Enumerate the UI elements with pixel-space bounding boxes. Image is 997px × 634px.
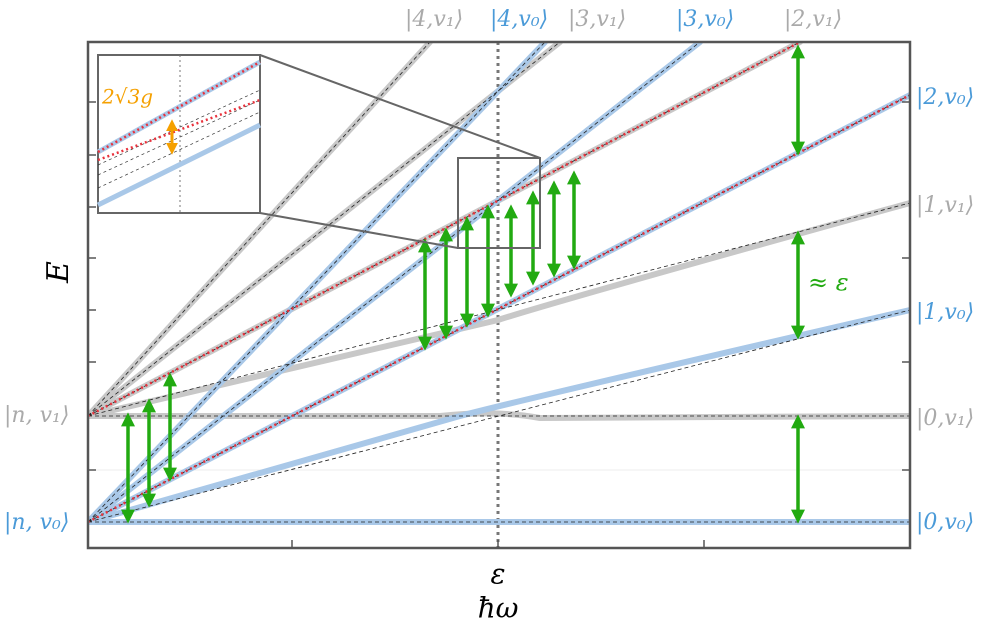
- level-label: |4,v₀⟩: [490, 7, 548, 32]
- level-label: |1,v₀⟩: [916, 300, 974, 325]
- x-axis-label: ħω: [478, 592, 519, 625]
- level-label: |n, v₀⟩: [4, 510, 69, 535]
- transition-arrows: [121, 44, 805, 524]
- level-label: |3,v₁⟩: [568, 7, 626, 32]
- zoom: [97, 54, 541, 249]
- level-label: |2,v₁⟩: [784, 7, 842, 32]
- y-axis-label: E: [41, 261, 76, 284]
- level-label: |n, v₁⟩: [4, 403, 69, 428]
- inset-label: 2√3g: [101, 85, 153, 109]
- level-label: |1,v₁⟩: [916, 193, 974, 218]
- gap-label: ≈ ε: [808, 269, 849, 297]
- inset: 2√3g: [96, 55, 262, 213]
- level-label: |4,v₁⟩: [405, 7, 463, 32]
- frame: [86, 40, 912, 550]
- ticks: [88, 101, 910, 548]
- x-tick-label: ε: [490, 558, 505, 591]
- level-label: |3,v₀⟩: [676, 7, 734, 32]
- level-label: |0,v₀⟩: [916, 510, 974, 535]
- level-label: |0,v₁⟩: [916, 406, 974, 431]
- level-label: |2,v₀⟩: [916, 85, 974, 110]
